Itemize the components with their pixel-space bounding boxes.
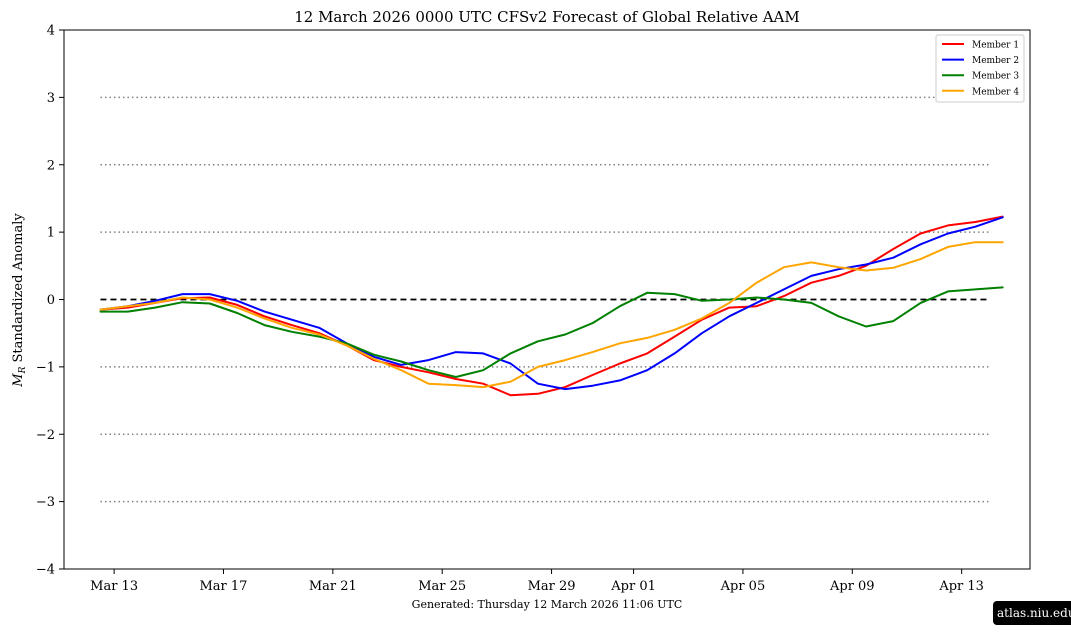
x-tick-label: Mar 29: [528, 579, 576, 594]
credit-text: atlas.niu.edu: [997, 606, 1071, 620]
y-tick-label: −2: [36, 428, 55, 443]
credit-badge: atlas.niu.edu: [993, 601, 1071, 625]
chart-title: 12 March 2026 0000 UTC CFSv2 Forecast of…: [294, 8, 800, 26]
y-tick-label: 0: [47, 293, 55, 308]
legend-label-member-3: Member 3: [972, 72, 1019, 82]
y-tick-label: 2: [47, 158, 55, 173]
series-line-member-2: [99, 216, 1004, 391]
x-tick-label: Apr 09: [829, 579, 875, 594]
legend-label-member-1: Member 1: [972, 41, 1019, 51]
series-line-member-1: [99, 215, 1004, 397]
y-tick-label: 1: [47, 226, 55, 241]
x-tick-label: Mar 25: [418, 579, 466, 594]
series-line-member-3: [99, 286, 1004, 378]
y-tick-label: −3: [36, 495, 55, 510]
y-tick-label: 3: [47, 91, 55, 106]
x-axis: Mar 13 Mar 17 Mar 21 Mar 25 Mar 29 Apr 01 Apr …: [90, 569, 984, 594]
series-line-member-4: [99, 241, 1004, 389]
legend-label-member-4: Member 4: [972, 87, 1019, 97]
legend-box: [935, 34, 1025, 103]
y-tick-label: −1: [36, 360, 55, 375]
credit-badge-background: [993, 601, 1071, 625]
x-tick-label: Mar 17: [200, 579, 248, 594]
reference-lines: [100, 96, 989, 503]
chart-legend: Member 1 Member 2 Member 3 Member 4: [935, 34, 1025, 103]
x-tick-label: Mar 21: [309, 579, 357, 594]
legend-label-member-2: Member 2: [972, 56, 1019, 66]
x-tick-label: Mar 13: [90, 579, 138, 594]
x-tick-label: Apr 05: [720, 579, 766, 594]
y-axis-label: MR Standardized Anomaly: [11, 213, 28, 388]
y-tick-label: 4: [47, 24, 55, 39]
x-tick-label: Apr 01: [610, 579, 656, 594]
y-axis: 4 3 2 1 0 −1 −2 −3 −4: [36, 24, 64, 578]
y-tick-label: −4: [36, 563, 55, 578]
x-tick-label: Apr 13: [938, 579, 984, 594]
series-lines: [99, 215, 1004, 397]
generated-timestamp: Generated: Thursday 12 March 2026 11:06 …: [412, 598, 683, 611]
